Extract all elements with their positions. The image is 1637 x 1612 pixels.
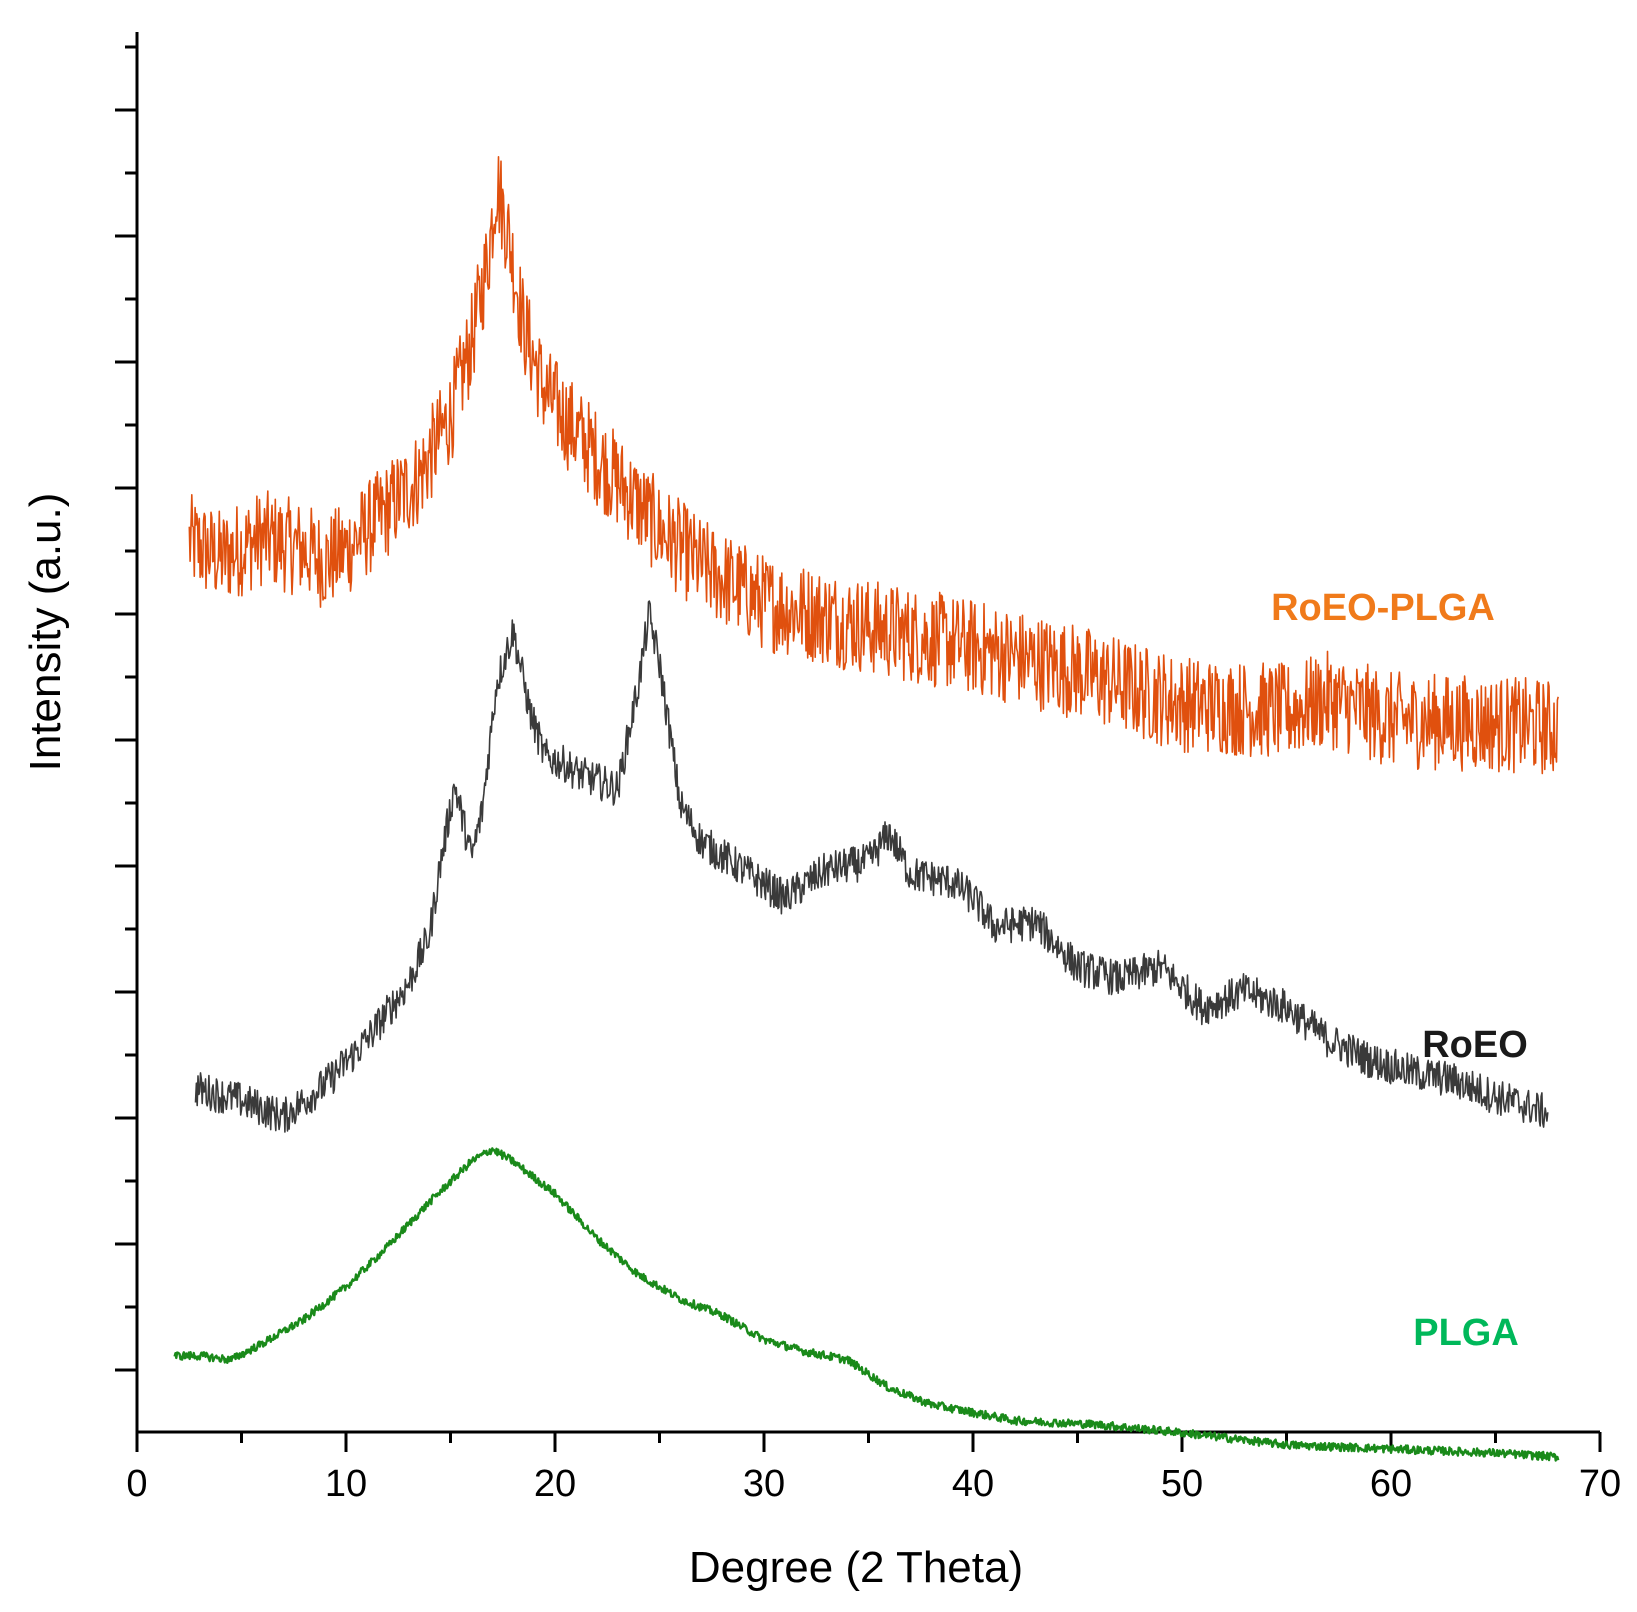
- y-axis-title: Intensity (a.u.): [21, 493, 70, 772]
- y-ticks: [115, 45, 137, 1372]
- x-tick-label: 60: [1370, 1463, 1412, 1505]
- x-tick-label: 0: [126, 1463, 147, 1505]
- series-line-roeo-plga: [188, 156, 1559, 775]
- series-label-roeo: RoEO: [1422, 1024, 1528, 1066]
- x-tick-label: 70: [1579, 1463, 1621, 1505]
- x-axis-title: Degree (2 Theta): [689, 1543, 1023, 1592]
- series-line-roeo: [194, 600, 1549, 1133]
- series-line-plga: [173, 1147, 1560, 1462]
- series-layer: RoEO-PLGA RoEO PLGA: [173, 156, 1560, 1462]
- x-tick-label: 30: [743, 1463, 785, 1505]
- x-tick-label: 50: [1161, 1463, 1203, 1505]
- series-label-plga: PLGA: [1413, 1312, 1519, 1354]
- x-tick-label: 40: [952, 1463, 994, 1505]
- series-label-roeo-plga: RoEO-PLGA: [1271, 587, 1495, 629]
- x-tick-label: 10: [325, 1463, 367, 1505]
- x-ticks: 0 10 20 30 40 50 60 70: [126, 1432, 1621, 1505]
- x-tick-label: 20: [534, 1463, 576, 1505]
